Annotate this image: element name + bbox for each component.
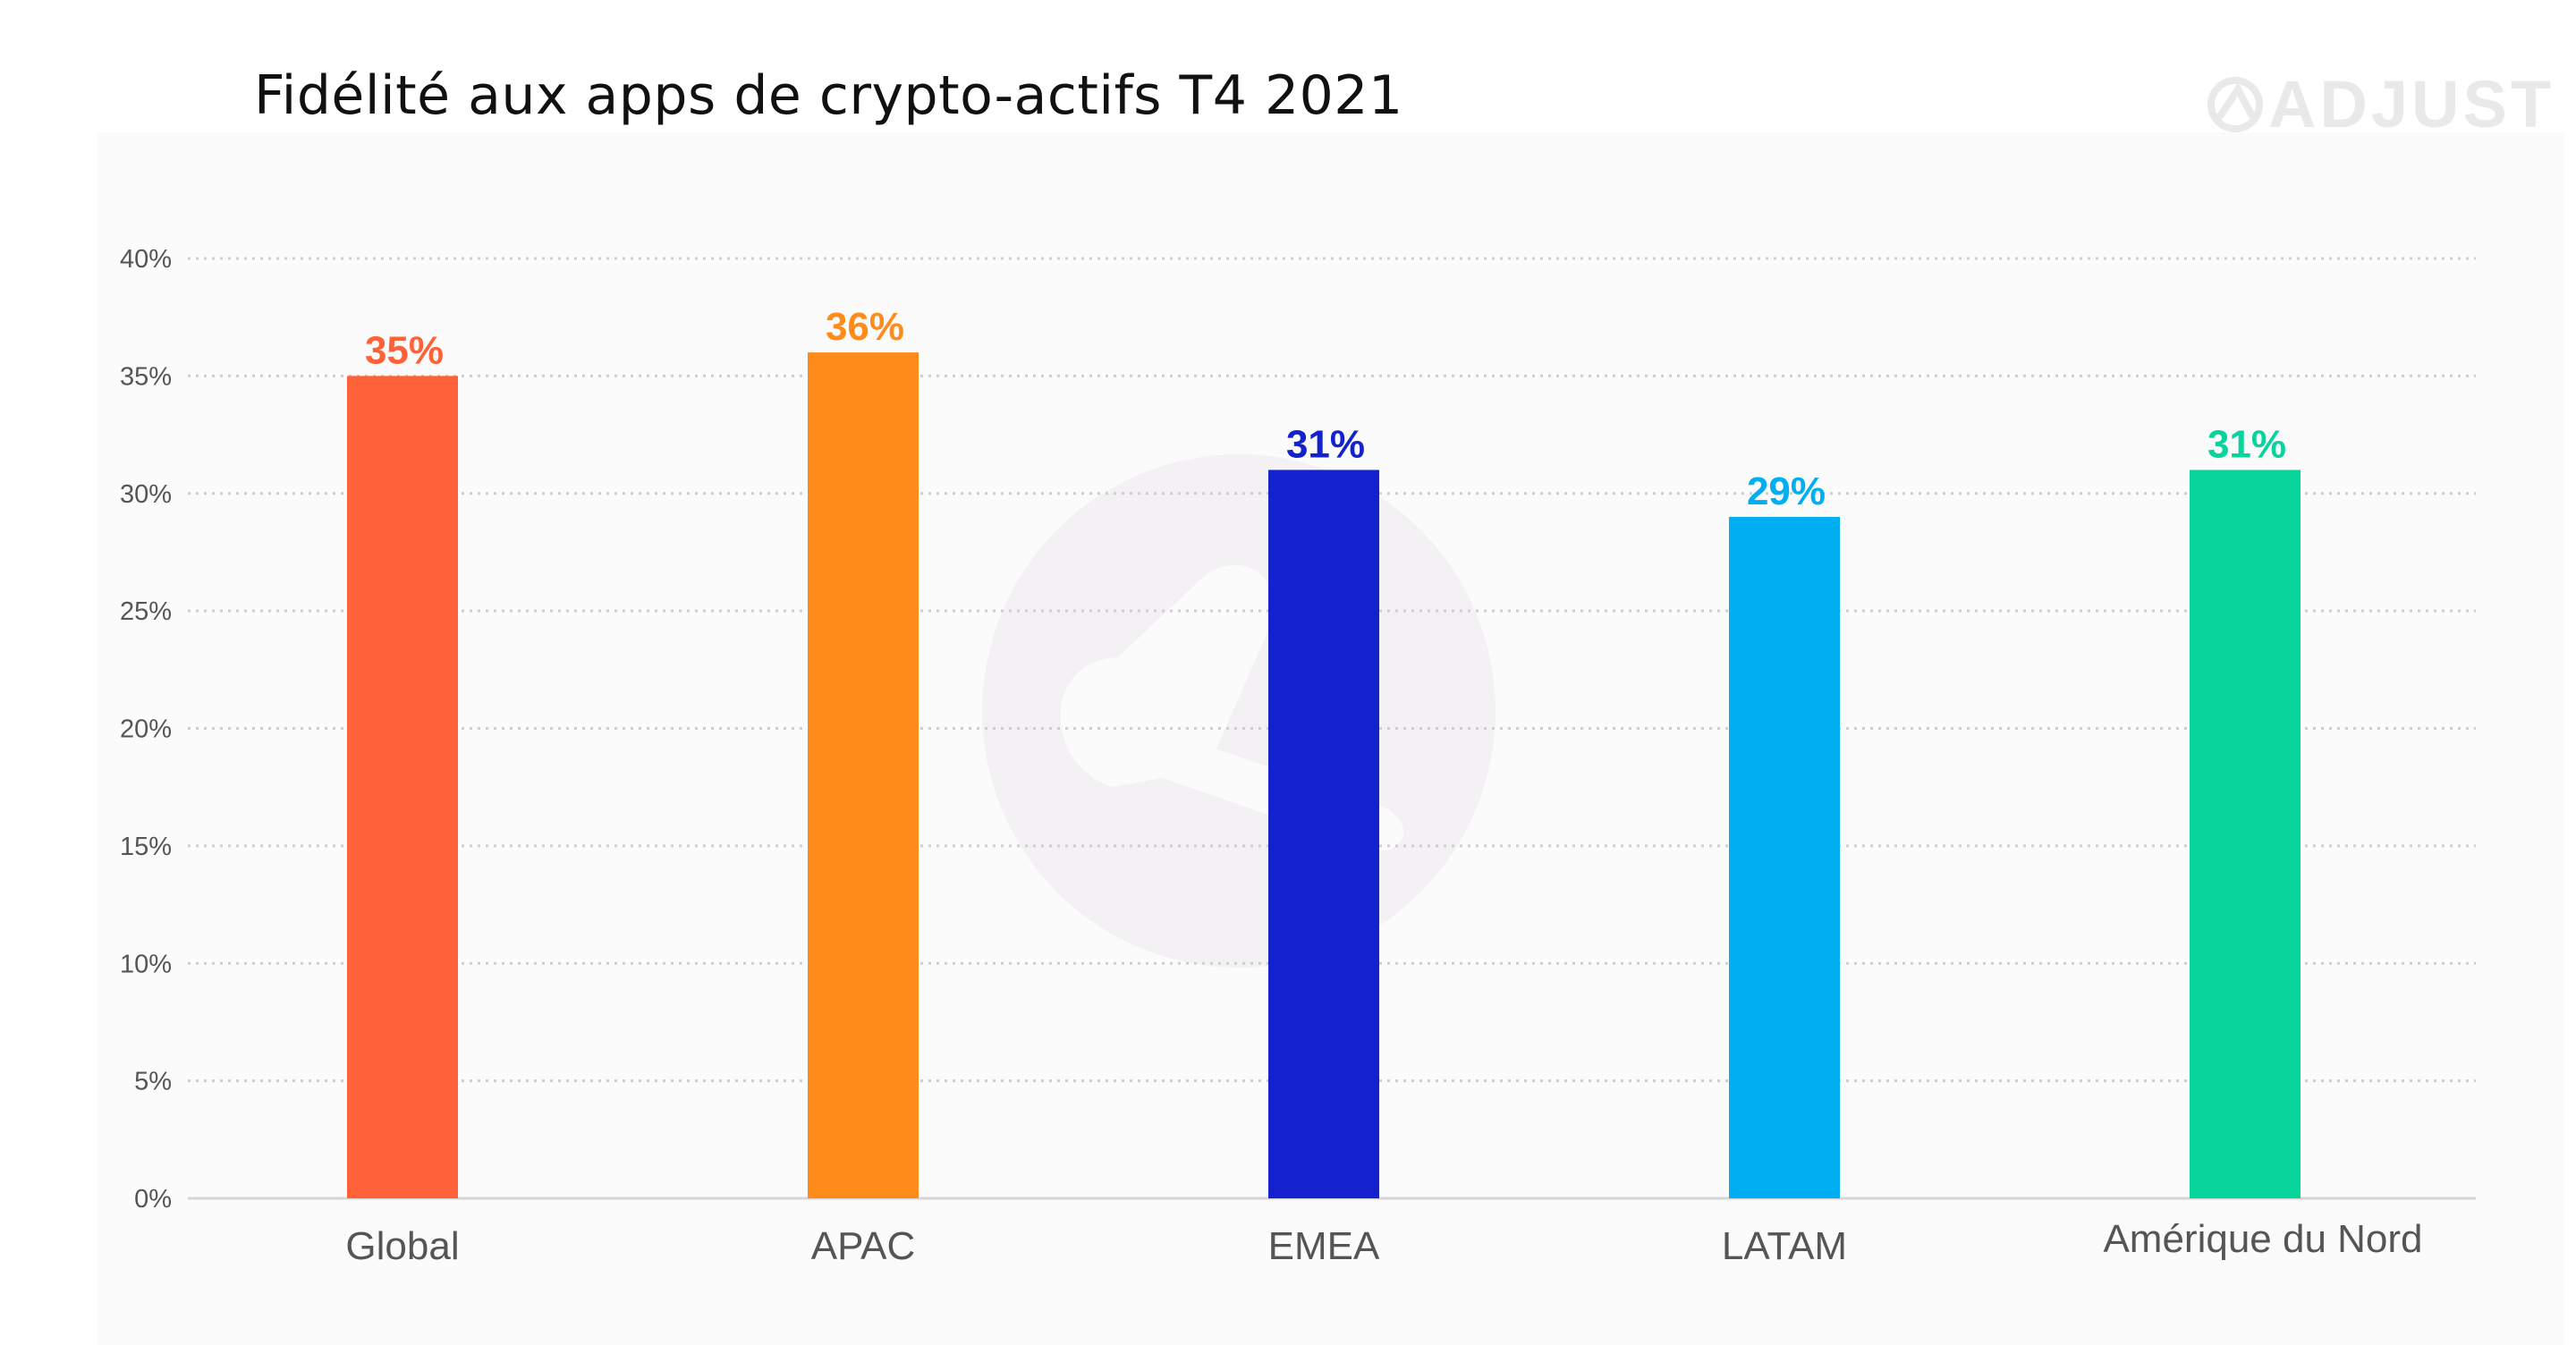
y-tick-label: 40% <box>120 245 172 274</box>
watermark-logo-shape <box>1060 564 1274 787</box>
y-tick-label: 15% <box>120 833 172 861</box>
adjust-logo-icon <box>2207 76 2263 132</box>
value-label: 31% <box>1286 422 1365 466</box>
bar <box>1268 469 1379 1198</box>
value-label: 35% <box>365 328 444 372</box>
watermark <box>982 454 1496 968</box>
x-tick-label: LATAM <box>1722 1224 1847 1268</box>
value-label: 31% <box>2207 422 2286 466</box>
value-labels: 35% 36% 31% 29% 31% <box>365 305 2286 513</box>
chart-title: Fidélité aux apps de crypto-actifs T4 20… <box>254 64 1403 127</box>
value-label: 29% <box>1747 469 1826 513</box>
x-tick-label: APAC <box>811 1224 916 1268</box>
brand-logo-text: ADJUST <box>2268 67 2555 141</box>
x-axis: Global APAC EMEA LATAM Amérique du Nord <box>345 1217 2422 1268</box>
x-tick-label: EMEA <box>1268 1224 1380 1268</box>
y-axis: 0% 5% 10% 15% 20% 25% 30% 35% 40% <box>120 245 172 1214</box>
value-label: 36% <box>826 305 904 349</box>
brand-logo: ADJUST <box>2207 66 2555 142</box>
bar <box>1729 517 1840 1198</box>
y-tick-label: 20% <box>120 715 172 744</box>
y-tick-label: 0% <box>134 1185 172 1214</box>
y-tick-label: 5% <box>134 1068 172 1096</box>
watermark-circle <box>982 454 1496 968</box>
y-tick-label: 25% <box>120 597 172 626</box>
bar <box>2190 469 2301 1198</box>
y-tick-label: 35% <box>120 362 172 391</box>
bars <box>347 352 2301 1199</box>
x-tick-label: Amérique du Nord <box>2103 1217 2422 1261</box>
bar <box>347 376 458 1198</box>
y-tick-label: 10% <box>120 950 172 978</box>
x-tick-label: Global <box>345 1224 459 1268</box>
y-tick-label: 30% <box>120 480 172 509</box>
bar <box>808 352 919 1199</box>
